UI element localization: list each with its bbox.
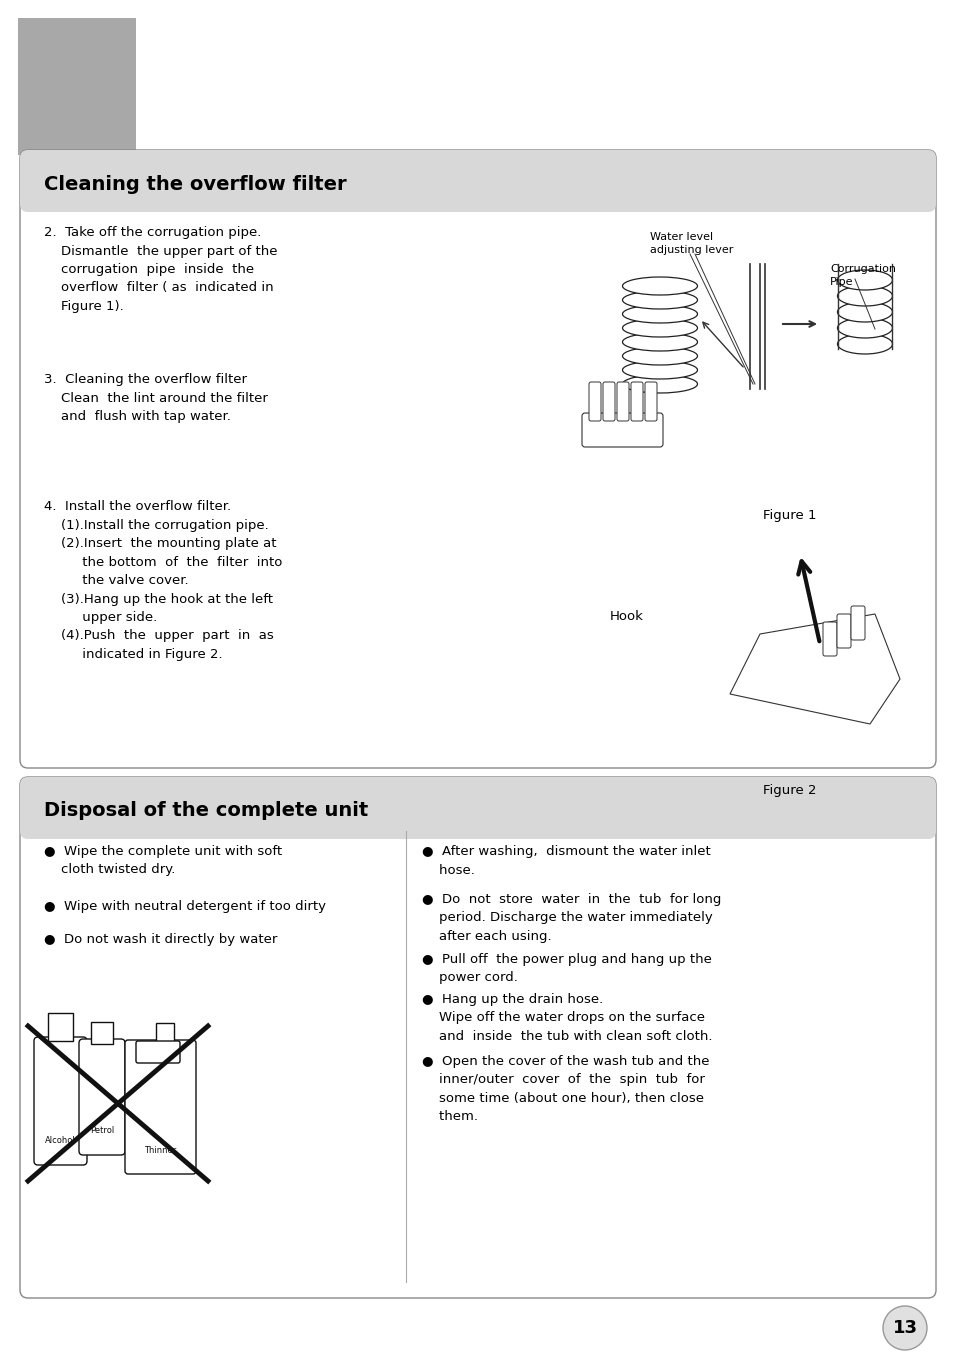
Bar [28,808,927,831]
FancyBboxPatch shape [630,382,642,421]
Ellipse shape [622,320,697,337]
FancyBboxPatch shape [136,1041,180,1063]
Text: 13: 13 [892,1319,917,1336]
FancyBboxPatch shape [588,382,600,421]
Text: ●  Wipe the complete unit with soft
    cloth twisted dry.: ● Wipe the complete unit with soft cloth… [44,845,282,876]
Text: Water level
adjusting lever: Water level adjusting lever [649,232,733,255]
Bar [48,1013,73,1041]
Text: Disposal of the complete unit: Disposal of the complete unit [44,802,368,821]
Ellipse shape [622,362,697,379]
Text: Figure 2: Figure 2 [762,784,816,798]
FancyBboxPatch shape [850,607,864,640]
Ellipse shape [837,302,892,322]
Bar [18,18,136,154]
Ellipse shape [837,334,892,353]
FancyBboxPatch shape [836,613,850,649]
Bar [91,1022,112,1044]
Text: Alcohol: Alcohol [45,1136,75,1145]
FancyBboxPatch shape [20,150,935,768]
FancyBboxPatch shape [822,621,836,655]
Text: Figure 1: Figure 1 [762,509,816,523]
Ellipse shape [622,347,697,366]
FancyBboxPatch shape [644,382,657,421]
Text: ●  Pull off  the power plug and hang up the
    power cord.: ● Pull off the power plug and hang up th… [421,953,711,984]
Circle shape [882,1307,926,1350]
Bar [156,1024,173,1043]
Text: Petrol: Petrol [90,1127,114,1135]
Ellipse shape [622,375,697,393]
Text: ●  Wipe with neutral detergent if too dirty: ● Wipe with neutral detergent if too dir… [44,900,326,913]
Text: ●  After washing,  dismount the water inlet
    hose.: ● After washing, dismount the water inle… [421,845,710,876]
Text: Cleaning the overflow filter: Cleaning the overflow filter [44,175,346,194]
Text: 4.  Install the overflow filter.
    (1).Install the corrugation pipe.
    (2).I: 4. Install the overflow filter. (1).Inst… [44,500,282,661]
Text: 2.  Take off the corrugation pipe.
    Dismantle  the upper part of the
    corr: 2. Take off the corrugation pipe. Disman… [44,226,277,313]
FancyBboxPatch shape [20,150,935,213]
FancyBboxPatch shape [617,382,628,421]
Polygon shape [729,613,899,724]
Ellipse shape [622,333,697,351]
FancyBboxPatch shape [20,777,935,1298]
Ellipse shape [837,269,892,290]
FancyBboxPatch shape [581,413,662,447]
Text: 3.  Cleaning the overflow filter
    Clean  the lint around the filter
    and  : 3. Cleaning the overflow filter Clean th… [44,372,268,422]
Ellipse shape [622,278,697,295]
Text: ●  Do not wash it directly by water: ● Do not wash it directly by water [44,933,277,946]
Ellipse shape [837,286,892,306]
Ellipse shape [622,291,697,309]
Text: ●  Open the cover of the wash tub and the
    inner/outer  cover  of  the  spin : ● Open the cover of the wash tub and the… [421,1055,709,1124]
Ellipse shape [622,305,697,324]
Ellipse shape [837,318,892,338]
Text: Corrugation
Pipe: Corrugation Pipe [829,264,895,287]
FancyBboxPatch shape [79,1039,125,1155]
Text: Hook: Hook [609,609,643,623]
Text: ●  Do  not  store  water  in  the  tub  for long
    period. Discharge the water: ● Do not store water in the tub for long… [421,894,720,942]
Bar [28,181,927,204]
Text: Thinner: Thinner [144,1145,176,1155]
FancyBboxPatch shape [125,1040,195,1174]
FancyBboxPatch shape [602,382,615,421]
Text: ●  Hang up the drain hose.
    Wipe off the water drops on the surface
    and  : ● Hang up the drain hose. Wipe off the w… [421,992,712,1043]
FancyBboxPatch shape [20,777,935,839]
FancyBboxPatch shape [34,1037,87,1164]
